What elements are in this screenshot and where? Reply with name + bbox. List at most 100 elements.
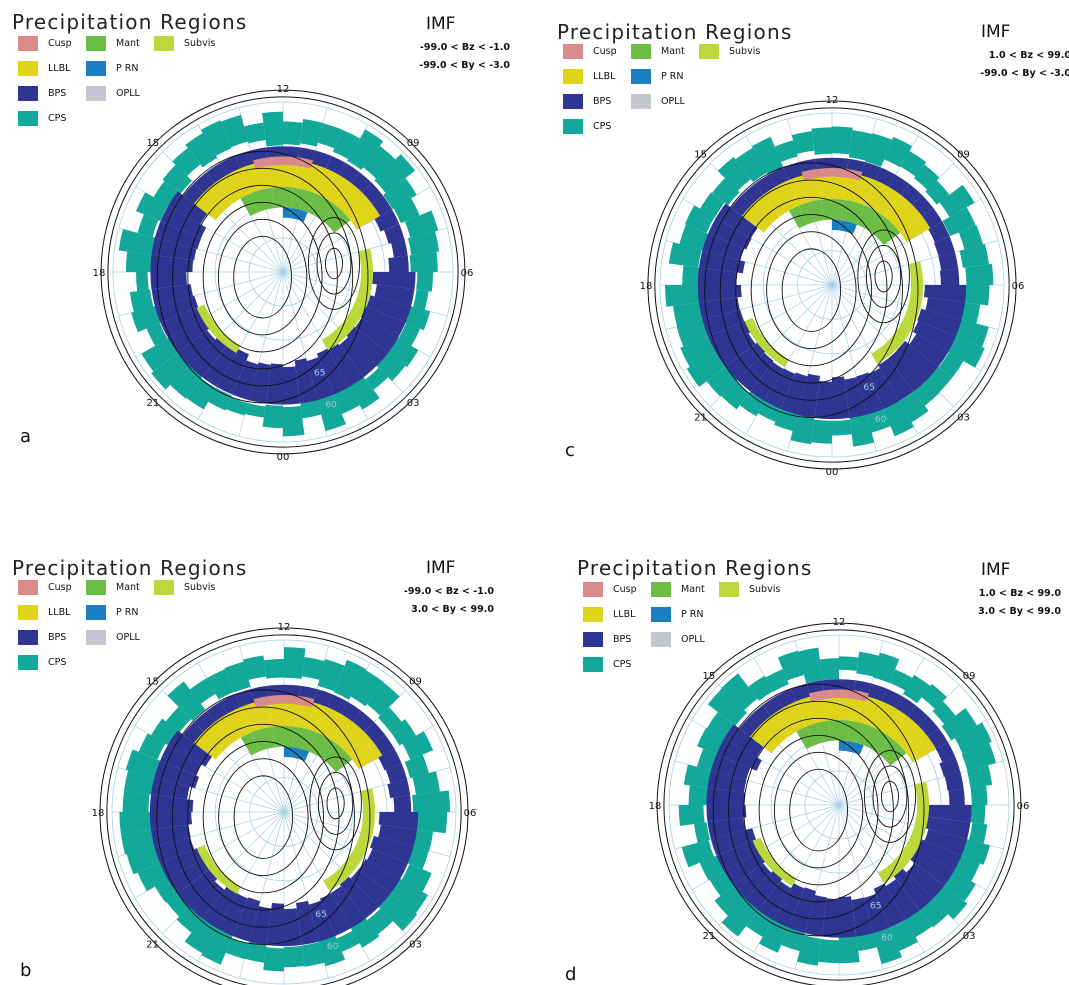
region-cps (398, 322, 421, 347)
legend-swatch (154, 580, 174, 595)
region-cps (777, 650, 805, 681)
boundary-contour (647, 100, 1017, 470)
region-mant (261, 187, 275, 210)
region-cps (967, 805, 986, 825)
region-bps (888, 350, 927, 392)
legend-swatch (563, 69, 583, 84)
region-cps (137, 862, 171, 892)
region-mant (307, 193, 326, 217)
potential-contour (171, 706, 355, 928)
region-cps (284, 647, 306, 679)
legend-label: CPS (593, 121, 612, 132)
mlat-label: 65 (315, 910, 326, 920)
region-bps (154, 837, 195, 864)
region-cps (402, 731, 434, 760)
region-cps (681, 839, 715, 868)
panel-label: c (565, 440, 575, 461)
panel-d: Precipitation Regions Cusp Mant Subvis LLBL… (545, 500, 1065, 985)
legend-swatch (583, 632, 603, 647)
region-subvis (774, 353, 789, 367)
legend-label: Mant (116, 38, 140, 49)
region-bps (910, 850, 954, 886)
grid-spoke (283, 811, 329, 979)
region-cps (672, 302, 705, 327)
region-llbl (854, 175, 876, 206)
legend-swatch (86, 36, 106, 51)
region-llbl (775, 180, 800, 211)
region-cps (797, 647, 823, 684)
region-llbl (193, 192, 223, 221)
region-subvis (908, 295, 923, 309)
legend-item-p-rn: P RN (86, 61, 138, 76)
potential-contour (308, 217, 360, 310)
region-bps (168, 191, 208, 225)
region-cps (665, 285, 703, 307)
region-cps (865, 133, 893, 167)
region-bps (706, 805, 747, 823)
region-bps (933, 236, 955, 257)
legend-swatch (18, 86, 38, 101)
panel-label: a (20, 426, 32, 447)
imf-bz-range: 1.0 < Bz < 99.0 (978, 588, 1061, 599)
region-cps (819, 658, 839, 681)
region-cps (848, 130, 873, 161)
region-cps (676, 318, 713, 347)
legend-item-p-rn: P RN (651, 607, 703, 622)
region-bps (378, 748, 402, 771)
region-cps (317, 123, 342, 149)
legend-item-cusp: Cusp (18, 36, 72, 51)
region-mant (863, 726, 882, 750)
region-bps (804, 895, 827, 937)
region-llbl (334, 182, 363, 212)
region-subvis (772, 865, 788, 880)
region-subvis (756, 337, 772, 352)
region-bps (885, 879, 920, 920)
region-cps (797, 935, 822, 966)
region-cps (832, 419, 852, 436)
legend-item-cusp: Cusp (563, 44, 617, 59)
legend-item-subvis: Subvis (154, 580, 215, 595)
region-bps (294, 358, 318, 404)
region-mant (848, 201, 865, 225)
region-mant (300, 728, 317, 752)
region-cps (167, 681, 206, 721)
region-llbl (892, 204, 923, 233)
boundary-contour (99, 627, 469, 985)
region-llbl (850, 693, 869, 723)
region-cps (374, 154, 416, 194)
mlt-label: 03 (409, 940, 422, 951)
potential-contour (712, 683, 925, 937)
region-mant (330, 751, 353, 773)
region-cps (811, 127, 832, 155)
region-cps (683, 764, 712, 788)
region-cps (185, 133, 218, 168)
legend-item-opll: OPLL (651, 632, 705, 647)
legend-item-bps: BPS (583, 632, 631, 647)
legend-swatch (154, 36, 174, 51)
region-bps (339, 876, 379, 919)
region-subvis (216, 332, 232, 347)
region-mant (847, 720, 861, 743)
region-bps (707, 817, 746, 840)
region-subvis (346, 851, 363, 868)
legend-swatch (86, 86, 106, 101)
potential-contour (317, 771, 354, 835)
region-subvis (905, 305, 921, 320)
region-cps (694, 822, 710, 843)
region-cps (943, 870, 976, 902)
region-cps (315, 389, 347, 432)
region-cusp (253, 157, 270, 169)
region-subvis (744, 317, 758, 333)
potential-contour (316, 232, 352, 295)
region-subvis (887, 333, 905, 350)
region-bps (698, 250, 746, 274)
region-cps (383, 178, 417, 209)
region-bps (367, 848, 408, 880)
region-bps (295, 900, 319, 946)
region-bps (168, 318, 210, 353)
region-llbl (890, 715, 919, 745)
panel-a: Precipitation Regions Cusp Mant Subvis LLBL… (0, 0, 520, 480)
region-cps (131, 305, 163, 333)
legend-label: Cusp (48, 38, 72, 49)
